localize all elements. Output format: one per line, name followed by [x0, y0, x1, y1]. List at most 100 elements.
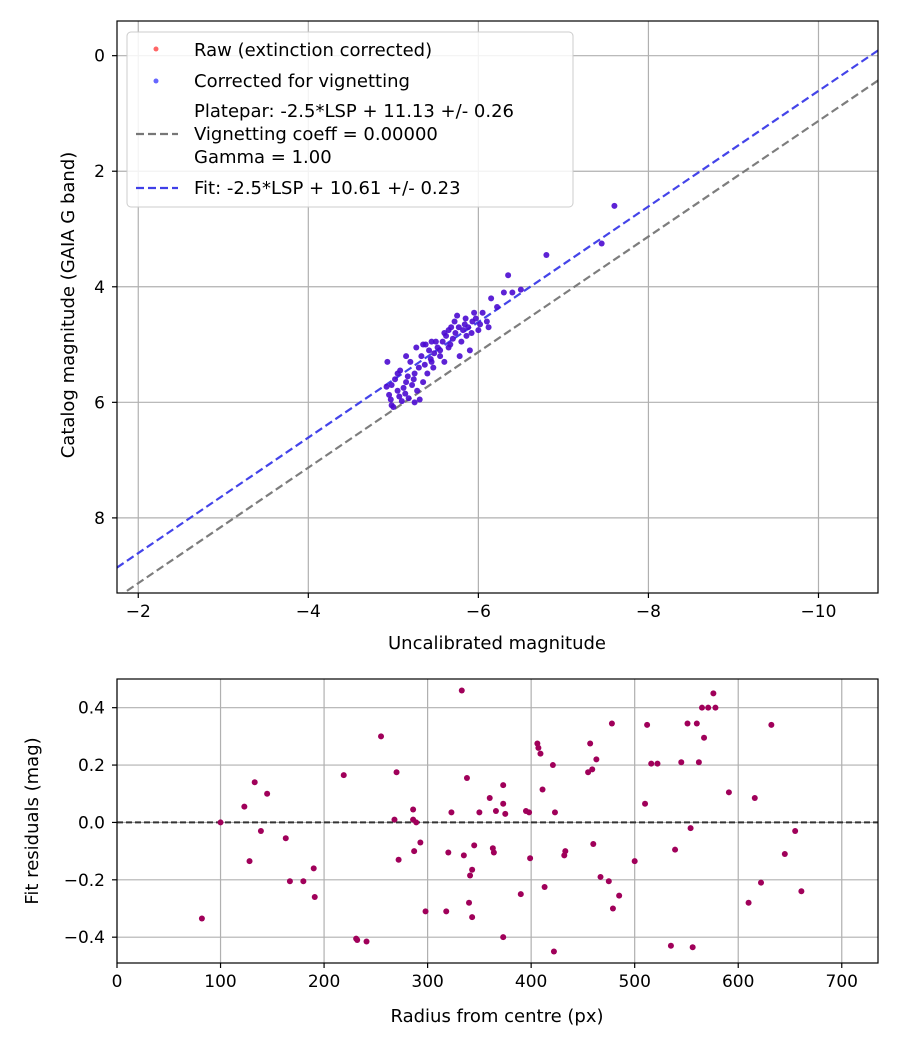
top-y-tick-label: 6	[94, 393, 105, 413]
residual-point	[758, 879, 765, 886]
data-point	[437, 353, 444, 360]
residual-point	[792, 828, 799, 835]
data-point	[448, 324, 455, 331]
data-point	[403, 379, 410, 386]
residual-point	[642, 800, 649, 807]
bottom-x-tick-label: 200	[308, 972, 340, 992]
data-point	[383, 383, 390, 390]
residual-point	[395, 856, 402, 863]
bottom-x-tick-label: 600	[722, 972, 754, 992]
data-point	[421, 361, 428, 368]
residual-point	[537, 750, 544, 757]
residual-point	[705, 704, 712, 711]
data-point	[415, 364, 422, 371]
residual-point	[687, 825, 694, 832]
data-point	[465, 324, 472, 331]
residual-point	[311, 894, 318, 901]
residual-point	[460, 852, 467, 859]
residual-point	[701, 734, 708, 741]
top-x-tick-label: −2	[126, 602, 151, 622]
residual-point	[527, 855, 534, 862]
residual-point	[443, 908, 450, 915]
legend-box	[126, 31, 574, 208]
top-x-tick-label: −8	[636, 602, 661, 622]
data-point	[455, 324, 462, 331]
data-point	[398, 398, 405, 405]
residual-point	[282, 835, 289, 842]
bottom-y-tick-label: 0.4	[78, 699, 105, 719]
residual-point	[712, 704, 719, 711]
fit-line-platepar	[121, 79, 878, 593]
data-point	[460, 327, 467, 334]
data-point	[449, 335, 456, 342]
data-point	[424, 370, 431, 377]
data-point	[430, 364, 437, 371]
residual-point	[654, 760, 661, 767]
residual-point	[672, 846, 679, 853]
residual-point	[422, 908, 429, 915]
top-x-tick-label: −4	[296, 602, 321, 622]
bottom-y-tick-label: −0.4	[64, 928, 105, 948]
residual-point	[593, 756, 600, 763]
residual-point	[492, 807, 499, 814]
bottom-x-tick-label: 0	[112, 972, 123, 992]
data-point	[426, 347, 433, 354]
legend-marker-corrected	[153, 78, 159, 84]
residual-point	[539, 786, 546, 793]
data-point	[454, 312, 461, 319]
top-x-tick-label: −10	[801, 602, 837, 622]
data-point	[387, 396, 394, 403]
data-point	[485, 324, 492, 331]
residual-point	[417, 839, 424, 846]
data-point	[543, 252, 550, 258]
residual-point	[467, 872, 474, 879]
residual-point	[678, 759, 685, 766]
residual-point	[264, 790, 271, 797]
top-y-tick-label: 2	[94, 162, 105, 182]
residual-point	[551, 809, 558, 816]
residual-point	[689, 944, 696, 951]
residual-point	[562, 848, 569, 855]
data-point	[400, 384, 407, 391]
data-point	[611, 202, 618, 209]
bottom-x-tick-label: 500	[618, 972, 650, 992]
bottom-x-tick-label: 400	[515, 972, 547, 992]
residual-point	[644, 721, 651, 728]
residual-point	[354, 937, 361, 944]
data-point	[437, 347, 444, 354]
data-point	[456, 353, 463, 360]
data-point	[445, 344, 452, 351]
residual-point	[241, 803, 248, 810]
data-point	[500, 289, 507, 296]
data-point	[405, 395, 412, 402]
residual-point	[609, 905, 616, 912]
data-point	[402, 390, 409, 397]
residual-point	[500, 782, 507, 789]
top-y-tick-label: 8	[94, 509, 105, 529]
legend-marker-raw	[153, 46, 159, 52]
legend-label-corrected: Corrected for vignetting	[194, 71, 410, 92]
data-point	[420, 379, 427, 386]
legend-label-fit: Fit: -2.5*LSP + 10.61 +/- 0.23	[194, 178, 461, 199]
legend-label-platepar-line: Vignetting coeff = 0.00000	[194, 124, 438, 145]
data-point	[432, 338, 439, 345]
data-point	[411, 370, 418, 377]
data-point	[396, 393, 403, 400]
residual-point	[500, 800, 507, 807]
legend-label-platepar-line: Platepar: -2.5*LSP + 11.13 +/- 0.26	[194, 101, 514, 122]
data-point	[386, 391, 393, 398]
residual-point	[590, 840, 597, 847]
bottom-data-points	[198, 687, 805, 955]
residual-point	[257, 828, 264, 835]
data-point	[428, 358, 435, 365]
data-point	[494, 304, 501, 310]
data-point	[598, 240, 605, 247]
residual-point	[631, 858, 638, 865]
residual-point	[550, 948, 557, 955]
data-point	[466, 347, 473, 354]
residual-point	[486, 795, 493, 802]
residual-point	[695, 759, 702, 766]
data-point	[452, 330, 459, 336]
